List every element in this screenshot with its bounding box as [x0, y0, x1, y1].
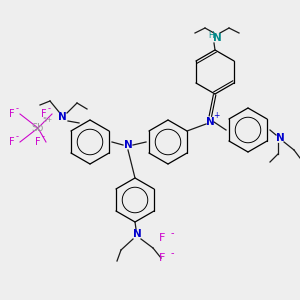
Text: N: N [124, 140, 132, 150]
Text: F: F [159, 253, 165, 263]
Text: N: N [133, 229, 141, 239]
Text: +: + [213, 112, 219, 121]
Text: N: N [276, 133, 284, 143]
Text: -: - [16, 133, 19, 142]
Text: -: - [16, 104, 19, 113]
Text: F: F [9, 109, 15, 119]
Text: -: - [170, 248, 174, 258]
Text: N: N [58, 112, 66, 122]
Text: F: F [159, 233, 165, 243]
Text: -: - [41, 133, 44, 142]
Text: N: N [213, 33, 221, 43]
Text: -: - [170, 228, 174, 238]
Text: F: F [35, 137, 41, 147]
Text: H: H [208, 32, 214, 40]
Text: F: F [41, 109, 47, 119]
Text: 5+: 5+ [43, 117, 53, 123]
Text: -: - [47, 104, 50, 113]
Text: N: N [206, 117, 214, 127]
Text: Sb: Sb [32, 123, 44, 133]
Text: F: F [9, 137, 15, 147]
